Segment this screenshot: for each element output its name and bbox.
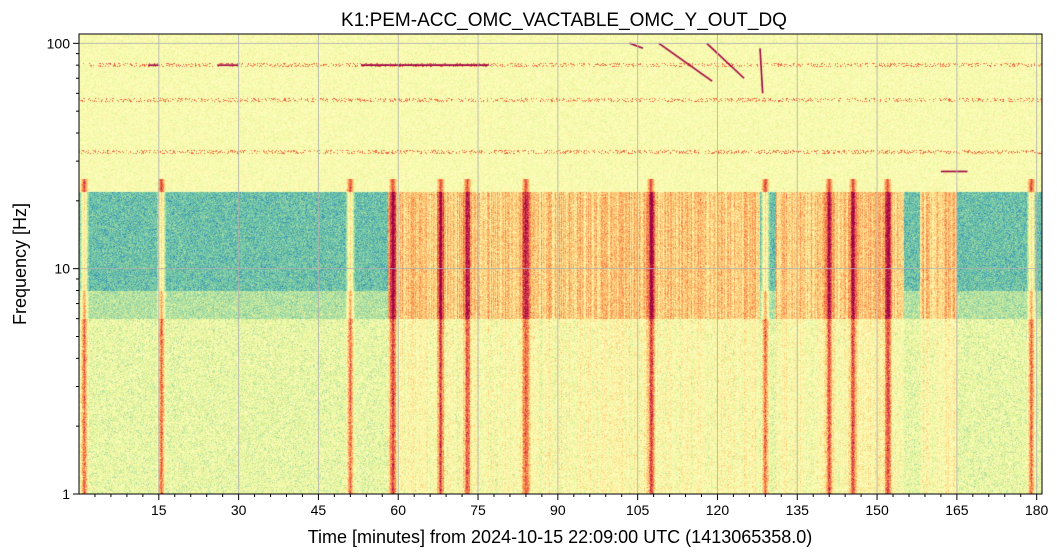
- x-axis-label: Time [minutes] from 2024-10-15 22:09:00 …: [308, 527, 813, 547]
- x-tick-label: 75: [470, 502, 486, 518]
- x-tick-label: 150: [865, 502, 889, 518]
- x-tick-label: 105: [626, 502, 650, 518]
- x-tick-label: 30: [231, 502, 247, 518]
- x-tick-label: 15: [151, 502, 167, 518]
- x-tick-label: 45: [311, 502, 327, 518]
- y-tick-label: 10: [54, 261, 70, 277]
- x-tick-label: 60: [390, 502, 406, 518]
- spectrogram-image: [79, 34, 1042, 494]
- x-axis: 15 30 45 60 75 90 105 120 135 150 165 180: [94, 494, 1049, 518]
- x-tick-label: 165: [945, 502, 969, 518]
- y-axis-label: Frequency [Hz]: [10, 203, 30, 325]
- y-tick-label: 100: [47, 35, 71, 51]
- plot-frame: [78, 33, 1043, 495]
- x-tick-label: 120: [706, 502, 730, 518]
- x-tick-label: 90: [550, 502, 566, 518]
- y-axis: 1 10 100: [47, 35, 79, 502]
- chart-title: K1:PEM-ACC_OMC_VACTABLE_OMC_Y_OUT_DQ: [341, 10, 787, 31]
- plot-area: [78, 33, 1043, 495]
- x-tick-label: 135: [786, 502, 810, 518]
- y-tick-label: 1: [62, 486, 70, 502]
- x-tick-label: 180: [1025, 502, 1049, 518]
